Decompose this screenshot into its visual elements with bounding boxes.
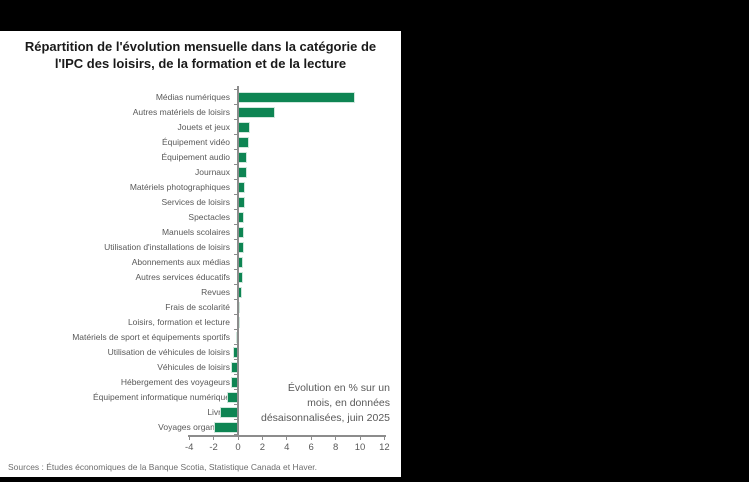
chart-title-line1: Répartition de l'évolution mensuelle dan… — [24, 39, 377, 54]
bar-1 — [238, 106, 275, 118]
annotation-line1: Évolution en % sur un — [287, 382, 390, 394]
x-axis-tick-label: 0 — [235, 442, 241, 453]
chart-title: Répartition de l'évolution mensuelle dan… — [0, 38, 401, 72]
x-axis-tick — [261, 435, 263, 440]
y-axis-tick — [233, 419, 238, 420]
y-axis-tick — [233, 329, 238, 330]
y-axis-tick — [233, 434, 238, 435]
category-label: Abonnements aux médias — [131, 256, 230, 267]
bar-8 — [238, 211, 245, 223]
chart-panel: Répartition de l'évolution mensuelle dan… — [0, 31, 401, 477]
bar-chart: Médias numériques Autres matériels de loi… — [0, 31, 401, 477]
x-axis-tick — [335, 435, 337, 440]
y-axis-tick — [233, 374, 238, 375]
category-label: Services de loisirs — [161, 196, 231, 207]
annotation-line2: mois, en données — [307, 397, 390, 409]
x-axis-tick-label: -4 — [184, 442, 194, 453]
category-label: Équipement audio — [161, 151, 230, 162]
x-axis-tick-label: 2 — [259, 442, 266, 453]
category-label: Frais de scolarité — [165, 301, 230, 312]
y-axis-tick — [233, 344, 238, 345]
chart-title-line2: l'IPC des loisirs, de la formation et de… — [54, 56, 347, 71]
y-axis-tick — [233, 314, 238, 315]
y-axis-tick — [233, 224, 238, 225]
x-axis-tick — [286, 435, 288, 440]
y-axis-tick — [233, 104, 238, 105]
y-axis-tick — [233, 284, 238, 285]
bar-3 — [238, 136, 249, 148]
category-label: Médias numériques — [155, 91, 230, 102]
y-axis-tick — [233, 359, 238, 360]
bar-6 — [238, 181, 246, 193]
y-axis-tick — [233, 194, 238, 195]
category-label: Journaux — [195, 166, 230, 177]
x-axis-tick-label: 8 — [332, 442, 339, 453]
category-label: Équipement vidéo — [161, 136, 230, 147]
bar-7 — [238, 196, 246, 208]
annotation-line3: désaisonnalisées, juin 2025 — [260, 412, 390, 424]
category-label: Matériels de sport et équipements sporti… — [72, 331, 230, 342]
bar-2 — [238, 121, 251, 133]
category-label: Utilisation de véhicules de loisirs — [107, 346, 230, 357]
y-axis-tick — [233, 119, 238, 120]
category-label: Équipement informatique numérique — [92, 391, 230, 402]
y-axis-tick — [233, 164, 238, 165]
bar-4 — [238, 151, 247, 163]
source-note: Sources : Études économiques de la Banqu… — [8, 462, 318, 472]
x-axis-tick — [383, 435, 385, 440]
y-axis-tick — [233, 389, 238, 390]
y-axis-tick — [233, 134, 238, 135]
category-label: Voyages organisés — [158, 421, 230, 432]
category-label: Manuels scolaires — [161, 226, 230, 237]
x-axis-tick — [213, 435, 215, 440]
x-axis-tick-label: 12 — [379, 442, 390, 453]
bar-0 — [238, 91, 356, 103]
x-axis-tick-label: 10 — [354, 442, 366, 453]
x-axis-tick — [359, 435, 361, 440]
category-label: Loisirs, formation et lecture — [127, 316, 230, 327]
y-axis-tick — [233, 254, 238, 255]
category-label: Véhicules de loisirs — [157, 361, 230, 372]
category-label: Utilisation d'installations de loisirs — [104, 241, 230, 252]
bar-10 — [238, 241, 245, 253]
bar-9 — [238, 226, 245, 238]
x-axis-tick-label: 4 — [284, 442, 290, 453]
category-label: Hébergement des voyageurs — [120, 376, 230, 387]
zero-axis-line — [237, 86, 239, 435]
x-axis-tick — [237, 435, 239, 440]
category-label: Jouets et jeux — [177, 121, 230, 132]
category-label: Revues — [201, 286, 230, 297]
category-label: Livres — [207, 406, 230, 417]
bar-5 — [238, 166, 247, 178]
category-label: Spectacles — [188, 211, 230, 222]
y-axis-tick — [233, 269, 238, 270]
y-axis-tick — [233, 209, 238, 210]
y-axis-tick — [233, 404, 238, 405]
y-axis-tick — [233, 299, 238, 300]
y-axis-tick — [233, 89, 238, 90]
x-axis-tick — [310, 435, 312, 440]
x-axis-tick-label: -2 — [209, 442, 218, 453]
x-axis-tick — [188, 435, 190, 440]
category-label: Matériels photographiques — [129, 181, 230, 192]
category-label: Autres matériels de loisirs — [132, 106, 230, 117]
x-axis-tick-label: 6 — [308, 442, 314, 453]
category-label: Autres services éducatifs — [135, 271, 230, 282]
chart-annotation: Évolution en % sur un mois, en données d… — [170, 381, 390, 426]
y-axis-tick — [233, 239, 238, 240]
y-axis-tick — [233, 179, 238, 180]
y-axis-tick — [233, 149, 238, 150]
